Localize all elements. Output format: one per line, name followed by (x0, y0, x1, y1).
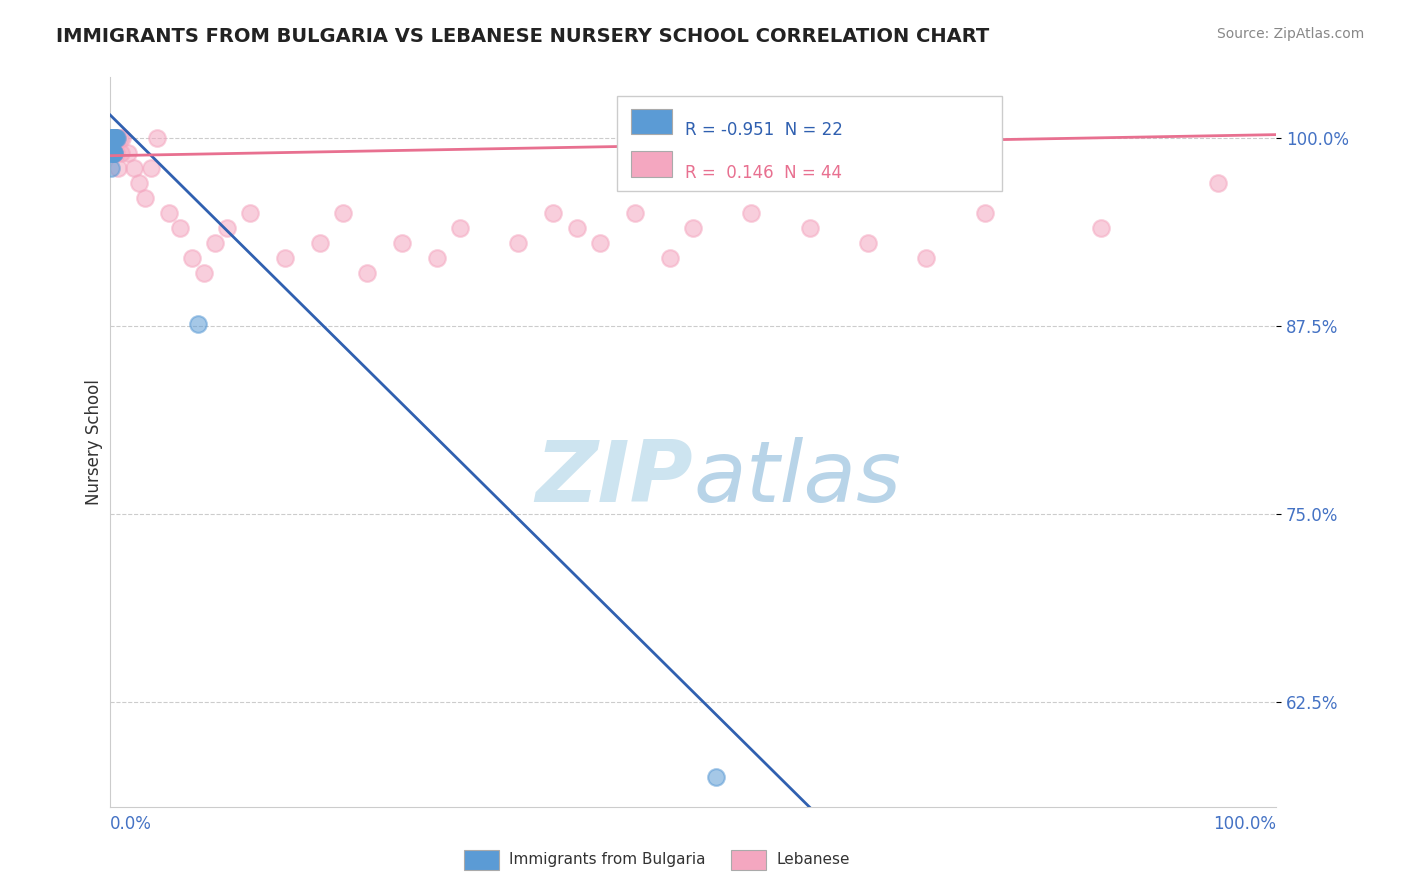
Point (101, 130, 124, 145)
Point (332, 206, 354, 220)
Point (682, 221, 704, 235)
Point (508, 235, 530, 250)
Point (215, 221, 238, 235)
FancyBboxPatch shape (617, 95, 1002, 191)
Text: Lebanese: Lebanese (776, 853, 849, 867)
Point (101, 130, 124, 145)
Point (274, 251, 297, 265)
Point (105, 130, 128, 145)
Point (193, 266, 215, 280)
Point (134, 191, 156, 205)
Point (239, 206, 262, 220)
Point (157, 206, 180, 220)
Point (105, 130, 128, 145)
Point (100, 130, 122, 145)
Point (104, 130, 127, 145)
Point (103, 130, 125, 145)
Point (103, 130, 125, 145)
FancyBboxPatch shape (631, 109, 672, 135)
Point (103, 145, 125, 160)
Point (426, 251, 449, 265)
Point (100, 161, 122, 175)
Point (117, 145, 139, 160)
Point (101, 130, 124, 145)
Point (101, 145, 124, 160)
Text: 0.0%: 0.0% (110, 815, 152, 833)
Text: Immigrants from Bulgaria: Immigrants from Bulgaria (509, 853, 706, 867)
Point (799, 221, 821, 235)
Point (1206, 176, 1229, 190)
Point (111, 130, 134, 145)
Point (973, 206, 995, 220)
Point (740, 206, 762, 220)
Point (100, 145, 122, 160)
Point (104, 130, 127, 145)
Point (658, 251, 681, 265)
Point (309, 235, 332, 250)
Point (706, 770, 728, 784)
Point (100, 130, 122, 145)
Point (122, 161, 145, 175)
Point (856, 235, 879, 250)
Point (624, 206, 647, 220)
Point (139, 161, 162, 175)
FancyBboxPatch shape (631, 151, 672, 177)
Point (107, 161, 129, 175)
Point (1090, 221, 1112, 235)
Point (100, 145, 122, 160)
Text: IMMIGRANTS FROM BULGARIA VS LEBANESE NURSERY SCHOOL CORRELATION CHART: IMMIGRANTS FROM BULGARIA VS LEBANESE NUR… (56, 27, 990, 45)
Point (187, 318, 209, 332)
Point (105, 130, 128, 145)
Point (100, 130, 122, 145)
Point (108, 130, 131, 145)
Point (180, 251, 202, 265)
Point (915, 251, 938, 265)
Point (103, 145, 125, 160)
Point (543, 206, 565, 220)
Point (104, 130, 127, 145)
Point (103, 130, 125, 145)
Point (565, 221, 588, 235)
Point (449, 221, 471, 235)
Point (101, 145, 124, 160)
Text: atlas: atlas (693, 437, 901, 520)
Text: R =  0.146  N = 44: R = 0.146 N = 44 (685, 163, 842, 182)
Point (589, 235, 612, 250)
Point (204, 235, 226, 250)
Point (110, 145, 132, 160)
Point (101, 130, 124, 145)
Point (146, 130, 169, 145)
Text: R = -0.951  N = 22: R = -0.951 N = 22 (685, 121, 842, 139)
Text: 100.0%: 100.0% (1213, 815, 1277, 833)
Y-axis label: Nursery School: Nursery School (86, 379, 103, 505)
Point (128, 176, 150, 190)
Text: ZIP: ZIP (536, 437, 693, 520)
Point (103, 145, 125, 160)
Point (105, 145, 128, 160)
Point (356, 266, 378, 280)
Point (101, 130, 124, 145)
Point (391, 235, 413, 250)
Point (169, 221, 191, 235)
Text: Source: ZipAtlas.com: Source: ZipAtlas.com (1216, 27, 1364, 41)
